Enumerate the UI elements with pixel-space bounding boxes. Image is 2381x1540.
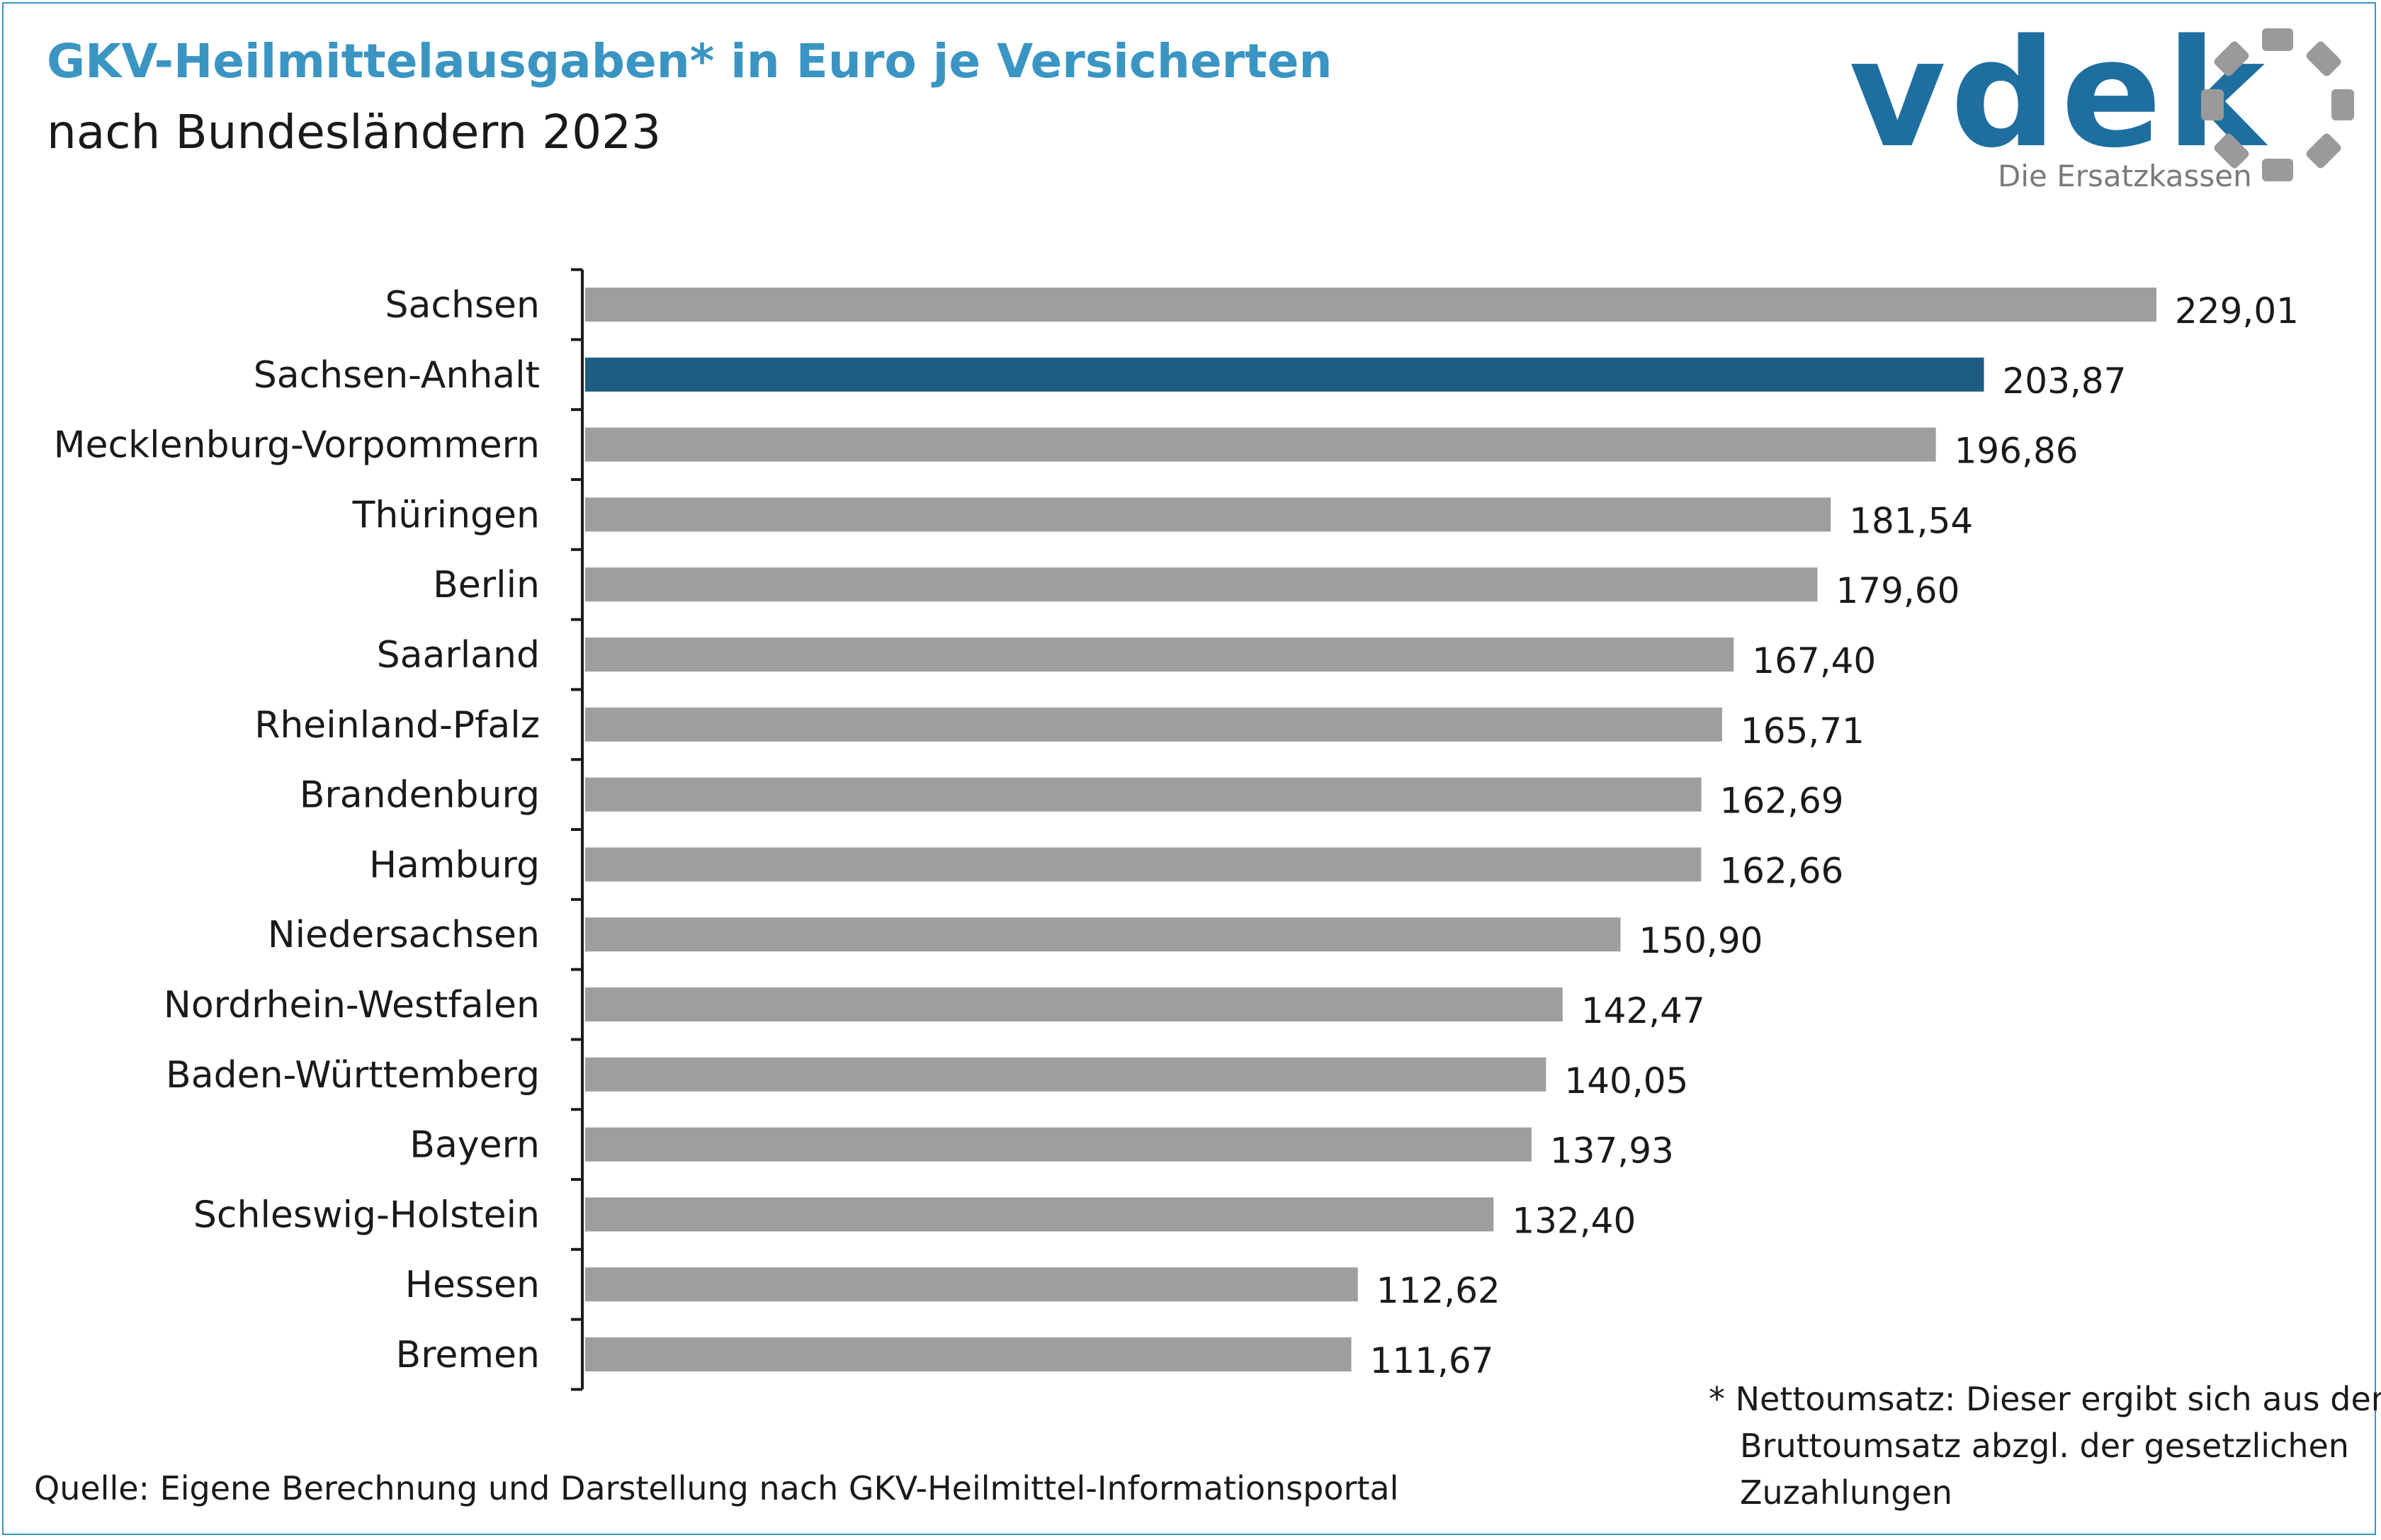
category-label: Nordrhein-Westfalen [164,984,540,1026]
bar-schleswig-holstein [585,1197,1494,1232]
value-label: 181,54 [1849,500,1973,541]
value-label: 162,69 [1720,781,1844,822]
category-label: Berlin [433,564,540,606]
category-label: Sachsen-Anhalt [254,354,540,397]
logo-wheel-icon [2201,28,2354,181]
value-label: 140,05 [1564,1060,1688,1102]
bar-saarland [585,638,1734,672]
logo-wheel-segment [2331,89,2354,120]
category-label: Brandenburg [300,774,540,817]
vdek-logo: vdek Die Ersatzkassen [1842,20,2366,204]
footnote-line-2: Bruttoumsatz abzgl. der gesetzlichen [1740,1427,2349,1465]
logo-wheel-segment [2214,133,2249,169]
footnote-line-1: * Nettoumsatz: Dieser ergibt sich aus de… [1709,1380,2381,1418]
bar-mecklenburg-vorpommern [585,427,1936,462]
bar-bremen [585,1337,1352,1371]
category-label: Mecklenburg-Vorpommern [54,424,540,467]
value-label: 137,93 [1550,1131,1674,1172]
category-label: Bayern [409,1124,540,1167]
bar-sachsen-anhalt [585,357,1984,392]
value-label: 196,86 [1955,431,2079,472]
bar-rheinland-pfalz [585,707,1722,742]
value-label: 162,66 [1719,850,1843,891]
value-label: 167,40 [1752,640,1876,681]
value-label: 150,90 [1639,920,1763,961]
value-label: 112,62 [1376,1270,1500,1311]
chart-title: GKV-Heilmittelausgaben* in Euro je Versi… [47,34,1333,89]
chart-subtitle: nach Bundesländern 2023 [47,105,662,159]
category-label: Hessen [405,1264,540,1306]
source-note: Quelle: Eigene Berechnung und Darstellun… [34,1469,1399,1507]
value-label: 179,60 [1836,570,1959,611]
logo-wheel-segment [2306,41,2341,77]
logo-wheel-segment [2306,133,2341,169]
bar-hessen [585,1267,1358,1302]
logo-tagline: Die Ersatzkassen [1998,159,2252,193]
logo-wheel-segment [2262,28,2293,51]
category-label: Niedersachsen [268,914,540,956]
value-label: 111,67 [1370,1340,1494,1381]
logo-wheel-segment [2262,159,2293,181]
value-label: 142,47 [1581,990,1705,1031]
logo-wheel-segment [2201,89,2224,120]
logo-wordmark: vdek [1849,7,2270,181]
value-label: 132,40 [1512,1200,1636,1241]
bar-niedersachsen [585,917,1621,952]
category-label: Saarland [377,634,540,676]
bar-bayern [585,1127,1532,1162]
bar-sachsen [585,288,2156,322]
footnote: * Nettoumsatz: Dieser ergibt sich aus de… [1709,1376,2381,1516]
category-label: Bremen [395,1334,540,1376]
category-label: Baden-Württemberg [166,1054,540,1097]
logo-wheel-segment [2214,41,2249,77]
footnote-line-3: Zuzahlungen [1740,1473,1952,1512]
value-label: 203,87 [2003,361,2127,402]
category-label: Hamburg [369,844,540,886]
value-label: 165,71 [1741,710,1865,752]
category-label: Thüringen [352,494,540,536]
category-label: Schleswig-Holstein [193,1194,540,1236]
bar-hamburg [585,847,1702,882]
bar-brandenburg [585,777,1702,812]
value-label: 229,01 [2175,290,2299,332]
bar-thüringen [585,497,1831,532]
bar-nordrhein-westfalen [585,987,1563,1021]
category-label: Sachsen [385,284,540,327]
bar-baden-württemberg [585,1057,1546,1092]
bar-berlin [585,567,1818,602]
category-label: Rheinland-Pfalz [254,704,540,747]
